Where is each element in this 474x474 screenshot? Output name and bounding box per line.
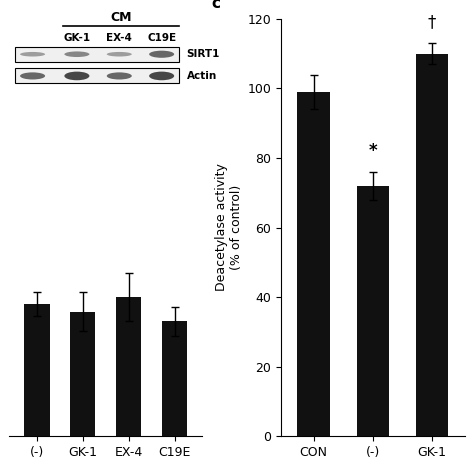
Text: GK-1: GK-1 [64,33,91,43]
Ellipse shape [20,73,45,80]
Bar [24,304,50,436]
Bar [297,92,330,436]
Y-axis label: Deacetylase activity
(% of control): Deacetylase activity (% of control) [215,164,243,292]
Text: C19E: C19E [147,33,176,43]
FancyBboxPatch shape [15,68,179,83]
Text: CM: CM [110,11,132,24]
Ellipse shape [107,52,132,56]
Text: EX-4: EX-4 [106,33,132,43]
Bar [70,311,95,436]
Bar [356,186,389,436]
Ellipse shape [64,72,90,80]
Text: Actin: Actin [187,71,217,81]
Bar [162,321,187,436]
Text: †: † [428,13,436,31]
Bar [416,54,448,436]
Ellipse shape [64,52,90,57]
Bar [116,297,141,436]
Ellipse shape [20,52,45,56]
Ellipse shape [107,73,132,80]
FancyBboxPatch shape [15,47,179,62]
Text: c: c [211,0,220,10]
Ellipse shape [149,51,174,58]
Text: SIRT1: SIRT1 [187,49,220,59]
Text: *: * [368,142,377,160]
Ellipse shape [149,72,174,80]
